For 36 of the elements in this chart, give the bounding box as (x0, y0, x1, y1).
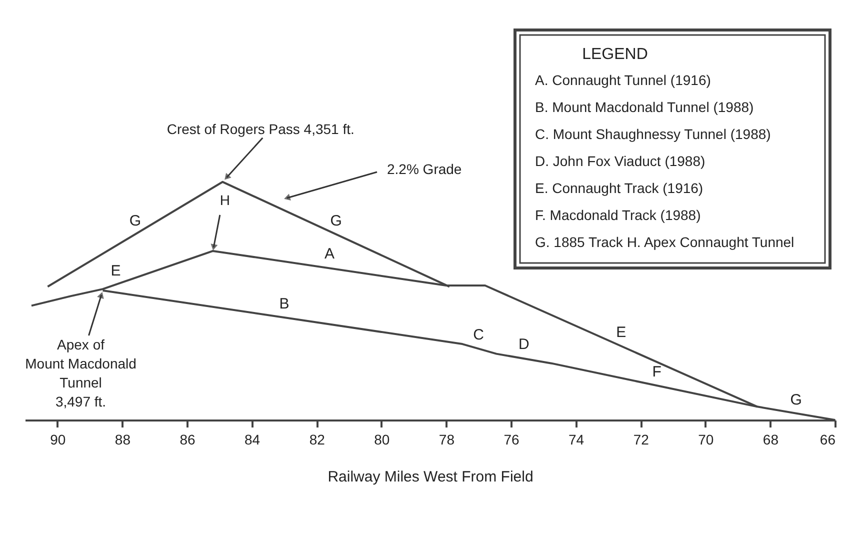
text: 2.2% Grade (387, 161, 462, 177)
x-tick-label: 86 (180, 432, 196, 448)
text: B. Mount Macdonald Tunnel (1988) (535, 99, 754, 115)
x-tick-label: 78 (438, 432, 455, 448)
annotation: E (110, 262, 121, 280)
annotation: G. 1885 Track H. Apex Connaught Tunnel (535, 234, 794, 250)
annotation: Apex of Mount Macdonald Tunnel 3,497 ft. (25, 336, 136, 410)
x-tick-label: 70 (698, 432, 714, 448)
annotation: E (616, 324, 626, 342)
text: C. Mount Shaughnessy Tunnel (1988) (535, 126, 771, 142)
text: LEGEND (582, 46, 648, 63)
x-tick-label: 80 (374, 432, 390, 448)
annotation: D (518, 336, 530, 354)
annotation: G (790, 391, 802, 408)
x-tick-label: 88 (114, 432, 131, 448)
x-tick-label: 66 (820, 432, 836, 448)
x-axis-title: Railway Miles West From Field (328, 468, 534, 486)
annotation: H (220, 192, 230, 208)
x-tick-label: 82 (309, 432, 326, 448)
x-tick-label: 76 (504, 432, 520, 448)
x-tick-label: 84 (244, 432, 260, 448)
annotation: G (129, 212, 141, 230)
annotation: A (324, 246, 335, 263)
x-tick-label: 74 (568, 432, 584, 448)
x-tick-label: 72 (633, 432, 650, 448)
annotation: E. Connaught Track (1916) (535, 180, 704, 196)
annotation: G (330, 212, 342, 230)
annotation: C (473, 326, 484, 344)
annotation: F (652, 363, 662, 380)
annotation: B (279, 296, 290, 313)
text: D. John Fox Viaduct (1988) (535, 153, 706, 169)
x-tick-label: 90 (50, 432, 66, 448)
annotation: Crest of Rogers Pass 4,351 ft. (166, 120, 354, 137)
text: A. Connaught Tunnel (1916) (535, 72, 711, 88)
annotation: F. Macdonald Track (1988) (535, 207, 701, 223)
x-tick-label: 68 (762, 432, 779, 448)
